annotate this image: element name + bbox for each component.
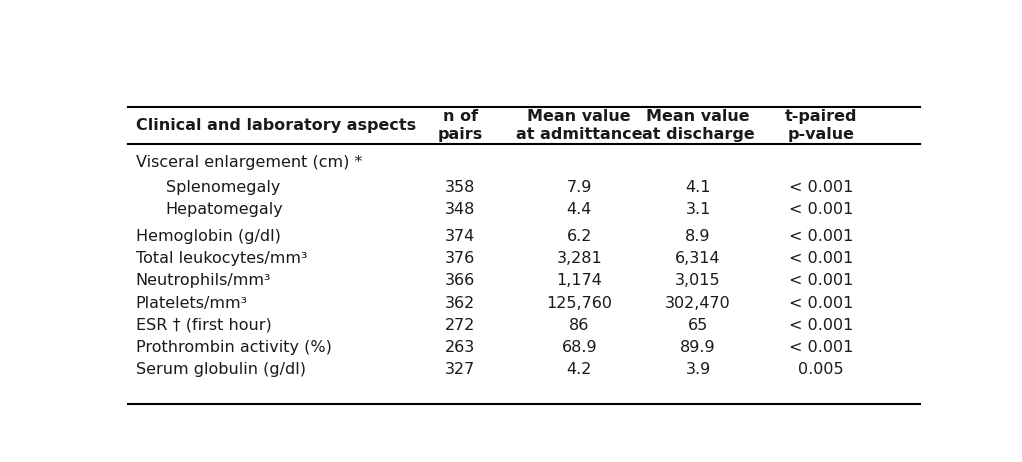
- Text: 366: 366: [446, 274, 475, 288]
- Text: Total leukocytes/mm³: Total leukocytes/mm³: [136, 251, 308, 267]
- Text: 7.9: 7.9: [566, 180, 592, 195]
- Text: 3,281: 3,281: [556, 251, 602, 267]
- Text: Mean value
at admittance: Mean value at admittance: [516, 109, 643, 142]
- Text: Mean value
at discharge: Mean value at discharge: [642, 109, 754, 142]
- Text: 374: 374: [446, 229, 475, 244]
- Text: 89.9: 89.9: [681, 340, 715, 355]
- Text: 302,470: 302,470: [665, 296, 731, 310]
- Text: 4.1: 4.1: [686, 180, 710, 195]
- Text: 6,314: 6,314: [676, 251, 721, 267]
- Text: 3.1: 3.1: [686, 201, 710, 217]
- Text: < 0.001: < 0.001: [789, 180, 853, 195]
- Text: < 0.001: < 0.001: [789, 274, 853, 288]
- Text: 0.005: 0.005: [798, 362, 843, 377]
- Text: Neutrophils/mm³: Neutrophils/mm³: [136, 274, 271, 288]
- Text: < 0.001: < 0.001: [789, 201, 853, 217]
- Text: 376: 376: [446, 251, 475, 267]
- Text: < 0.001: < 0.001: [789, 317, 853, 333]
- Text: t-paired
p-value: t-paired p-value: [785, 109, 857, 142]
- Text: Hemoglobin (g/dl): Hemoglobin (g/dl): [136, 229, 281, 244]
- Text: 65: 65: [688, 317, 708, 333]
- Text: 358: 358: [446, 180, 475, 195]
- Text: Prothrombin activity (%): Prothrombin activity (%): [136, 340, 331, 355]
- Text: 125,760: 125,760: [546, 296, 612, 310]
- Text: 263: 263: [446, 340, 475, 355]
- Text: Splenomegaly: Splenomegaly: [166, 180, 280, 195]
- Text: 272: 272: [446, 317, 475, 333]
- Text: 4.2: 4.2: [566, 362, 592, 377]
- Text: < 0.001: < 0.001: [789, 296, 853, 310]
- Text: n of
pairs: n of pairs: [437, 109, 483, 142]
- Text: 8.9: 8.9: [686, 229, 710, 244]
- Text: Clinical and laboratory aspects: Clinical and laboratory aspects: [136, 118, 416, 133]
- Text: 327: 327: [446, 362, 475, 377]
- Text: 4.4: 4.4: [566, 201, 592, 217]
- Text: Serum globulin (g/dl): Serum globulin (g/dl): [136, 362, 306, 377]
- Text: Platelets/mm³: Platelets/mm³: [136, 296, 247, 310]
- Text: Visceral enlargement (cm) *: Visceral enlargement (cm) *: [136, 155, 362, 170]
- Text: 86: 86: [569, 317, 590, 333]
- Text: Hepatomegaly: Hepatomegaly: [166, 201, 283, 217]
- Text: < 0.001: < 0.001: [789, 229, 853, 244]
- Text: 68.9: 68.9: [561, 340, 597, 355]
- Text: 3.9: 3.9: [686, 362, 710, 377]
- Text: 3,015: 3,015: [676, 274, 721, 288]
- Text: 1,174: 1,174: [556, 274, 602, 288]
- Text: < 0.001: < 0.001: [789, 251, 853, 267]
- Text: 6.2: 6.2: [566, 229, 592, 244]
- Text: 348: 348: [446, 201, 475, 217]
- Text: 362: 362: [446, 296, 475, 310]
- Text: < 0.001: < 0.001: [789, 340, 853, 355]
- Text: ESR † (first hour): ESR † (first hour): [136, 317, 272, 333]
